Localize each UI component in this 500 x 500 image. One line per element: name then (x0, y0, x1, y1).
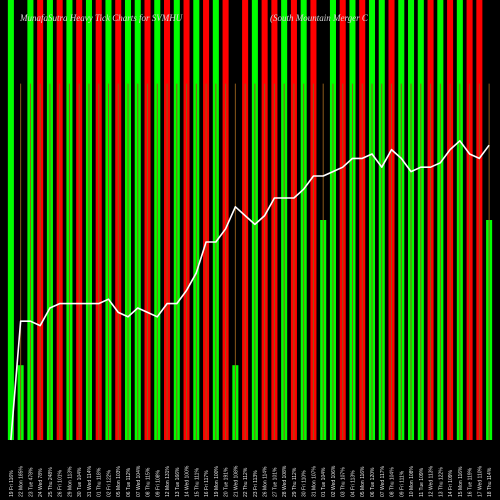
date-tick-label: 07 Wed 104% (136, 465, 142, 497)
date-tick-label: 16 Tue 119% (468, 467, 474, 497)
bar (7, 0, 14, 440)
date-tick-label: 15 Thu 111% (194, 468, 200, 497)
date-tick-label: 13 Thu 122% (438, 467, 444, 497)
date-tick-label: 08 Thu 115% (146, 467, 152, 497)
date-tick-label: 07 Wed 117% (380, 465, 386, 497)
date-tick-label: 06 Tue 112% (126, 467, 132, 497)
date-tick-label: 28 Wed 108% (282, 465, 288, 497)
date-tick-label: 23 Tue 478% (28, 467, 34, 497)
date-tick-label: 20 Tue 191% (224, 467, 230, 497)
date-tick-label: 27 Tue 101% (272, 467, 278, 497)
date-tick-label: 19 Fri 116% (9, 470, 15, 497)
date-tick-label: 17 Wed 110% (477, 465, 483, 497)
date-tick-label: 29 Thu 112% (292, 467, 298, 497)
date-tick-label: 05 Mon 116% (360, 466, 366, 497)
date-tick-label: 02 Wed 106% (331, 465, 337, 497)
date-tick-label: 30 Tue 104% (77, 467, 83, 497)
date-tick-label: 04 Fri 113% (350, 470, 356, 497)
chart-title-left: MunafaSutra Heavy Tick Charts for SVMHU (20, 13, 183, 23)
date-tick-label: 16 Fri 117% (204, 470, 210, 497)
date-tick-label: 23 Fri 113% (253, 470, 259, 497)
volume-layer (20, 83, 490, 440)
date-tick-label: 12 Mon 131% (165, 466, 171, 497)
date-tick-label: 01 Tue 104% (321, 467, 327, 497)
date-tick-label: 01 Thu 118% (97, 467, 103, 497)
date-tick-label: 18 Thu 114% (487, 467, 493, 497)
date-tick-label: 05 Mon 103% (116, 466, 122, 497)
date-tick-label: 26 Mon 114% (263, 466, 269, 497)
date-tick-label: 19 Mon 100% (214, 466, 220, 497)
date-tick-label: 09 Fri 108% (155, 469, 161, 497)
date-tick-label: 06 Tue 120% (370, 467, 376, 497)
date-tick-label: 31 Wed 114% (87, 465, 93, 497)
date-tick-label: 12 Wed 113% (429, 465, 435, 497)
date-tick-label: 13 Tue 166% (175, 467, 181, 497)
date-tick-label: 10 Mon 108% (409, 466, 415, 497)
date-tick-label: 15 Mon 116% (458, 466, 464, 497)
date-tick-label: 03 Thu 107% (341, 467, 347, 497)
date-tick-label: 11 Tue 109% (419, 467, 425, 497)
date-tick-label: 31 Mon 107% (311, 466, 317, 497)
date-tick-label: 21 Wed 108% (233, 465, 239, 497)
date-tick-label: 02 Fri 122% (106, 469, 112, 497)
date-tick-label: 22 Mon 185% (19, 466, 25, 497)
date-tick-label: 30 Fri 110% (302, 470, 308, 497)
price-line (10, 140, 490, 441)
date-tick-label: 14 Wed 100% (185, 465, 191, 497)
chart-title-right: (South Mountain Merger C (270, 13, 368, 23)
date-tick-label: 22 Thu 112% (243, 467, 249, 497)
date-tick-label: 24 Wed 78% (38, 468, 44, 497)
date-tick-label: 08 Thu 104% (390, 467, 396, 497)
date-tick-label: 14 Fri 109% (448, 469, 454, 497)
date-tick-label: 25 Thu 248% (48, 467, 54, 497)
date-labels-layer: 19 Fri 116% 22 Mon 185% 23 Tue 478% 24 Wed … (9, 465, 493, 497)
date-tick-label: 09 Fri 111% (399, 470, 405, 497)
date-tick-label: 29 Mon 113% (67, 466, 73, 497)
date-tick-label: 26 Fri 101% (58, 469, 64, 497)
